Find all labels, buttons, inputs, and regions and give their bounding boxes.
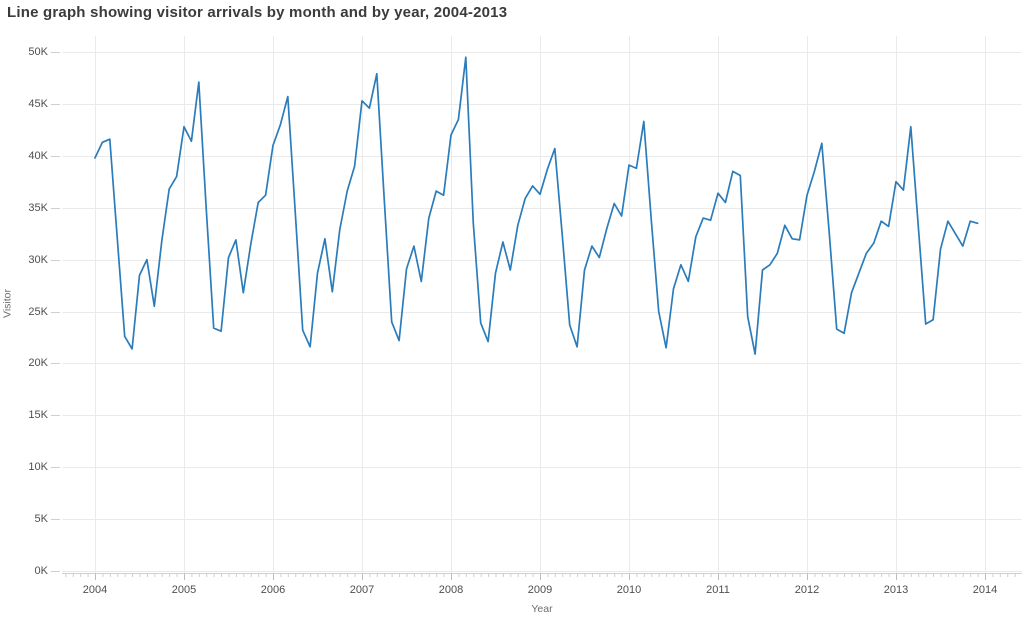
- x-axis-title: Year: [531, 603, 553, 615]
- y-tick-label: 20K: [28, 357, 48, 370]
- x-tick-label: 2006: [260, 584, 286, 596]
- x-tick-label: 2004: [82, 584, 108, 596]
- chart-title: Line graph showing visitor arrivals by m…: [7, 4, 508, 21]
- y-tick-label: 30K: [28, 253, 48, 266]
- x-tick-label: 2012: [794, 584, 820, 596]
- y-tick-label: 35K: [28, 201, 48, 214]
- y-tick-label: 15K: [28, 409, 48, 422]
- y-axis-title: Visitor: [1, 289, 14, 318]
- visitor-arrivals-line: [94, 56, 979, 355]
- x-tick-label: 2013: [883, 584, 909, 596]
- x-tick-label: 2007: [349, 584, 375, 596]
- x-tick-label: 2005: [171, 584, 197, 596]
- y-tick-label: 50K: [28, 46, 48, 58]
- y-tick-label: 40K: [28, 149, 48, 162]
- x-tick-label: 2010: [616, 584, 642, 596]
- x-tick-label: 2014: [972, 584, 998, 596]
- y-tick-label: 45K: [28, 97, 48, 110]
- x-tick-label: 2008: [438, 584, 464, 596]
- y-tick-label: 5K: [34, 513, 48, 526]
- y-tick-label: 25K: [28, 305, 48, 318]
- x-tick-label: 2009: [527, 584, 553, 596]
- y-tick-label: 10K: [28, 461, 48, 474]
- y-tick-label: 0K: [34, 565, 48, 577]
- x-tick-label: 2011: [706, 584, 730, 596]
